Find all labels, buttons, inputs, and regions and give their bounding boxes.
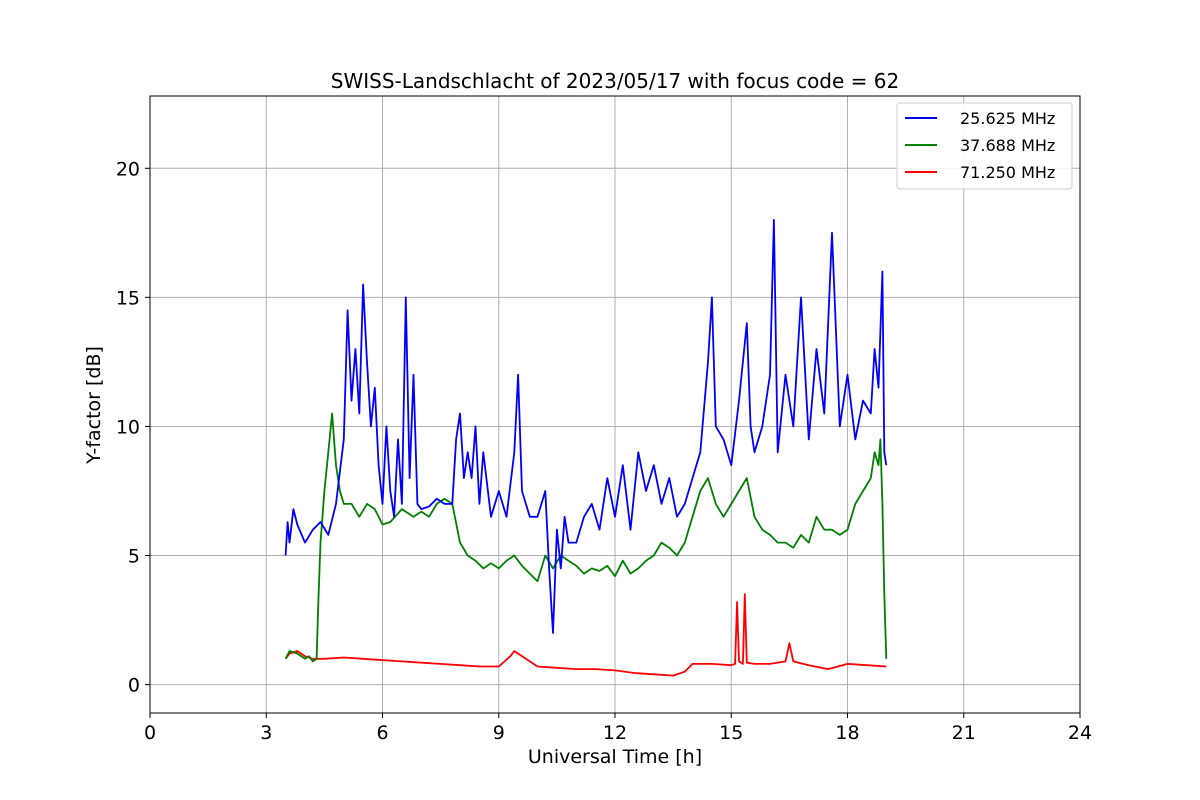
y-tick-label: 20 — [116, 158, 140, 180]
chart-title: SWISS-Landschlacht of 2023/05/17 with fo… — [331, 69, 899, 93]
legend-box — [896, 102, 1073, 190]
x-tick-label: 24 — [1068, 722, 1092, 744]
series-line-25-625-mhz — [284, 218, 888, 634]
x-tick-label: 18 — [835, 722, 859, 744]
x-tick-label: 6 — [376, 722, 388, 744]
legend-entry-37-688: 37.688 MHz — [960, 136, 1055, 155]
legend-entry-25-625: 25.625 MHz — [960, 109, 1055, 128]
y-tick-label: 10 — [116, 416, 140, 438]
x-tick-label: 0 — [144, 722, 156, 744]
y-axis: 0 5 10 15 20 — [116, 158, 150, 697]
series-line-71-250-mhz — [284, 593, 887, 677]
x-axis-label: Universal Time [h] — [528, 746, 702, 768]
x-tick-label: 9 — [493, 722, 505, 744]
x-tick-label: 21 — [952, 722, 976, 744]
x-tick-label: 3 — [260, 722, 272, 744]
y-tick-label: 0 — [128, 675, 140, 697]
x-tick-label: 12 — [603, 722, 627, 744]
x-tick-label: 15 — [719, 722, 743, 744]
legend: 25.625 MHz 37.688 MHz 71.250 MHz — [896, 102, 1073, 190]
y-axis-label: Y-factor [dB] — [83, 346, 105, 465]
y-tick-label: 5 — [128, 546, 140, 568]
y-tick-label: 15 — [116, 287, 140, 309]
series-layer — [284, 218, 888, 677]
series-line-37-688-mhz — [284, 412, 888, 663]
legend-entry-71-250: 71.250 MHz — [960, 163, 1055, 182]
x-axis: 0 3 6 9 12 15 18 21 24 — [144, 713, 1092, 744]
